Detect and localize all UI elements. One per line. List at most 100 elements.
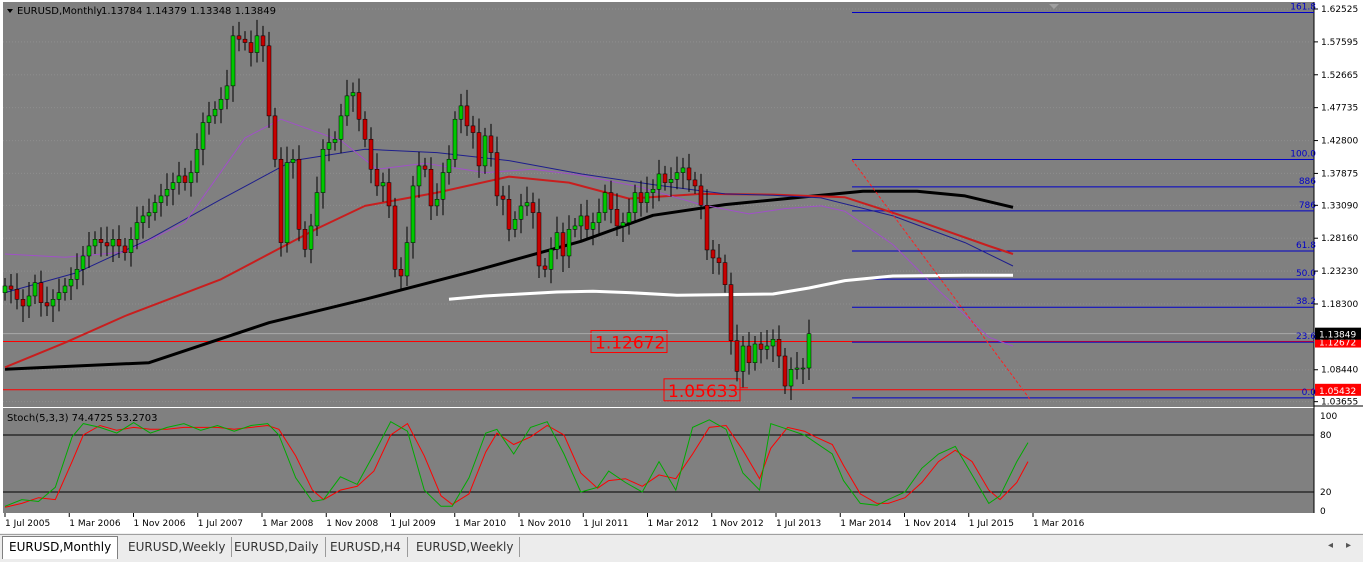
time-tick-label: 1 Nov 2006 xyxy=(134,519,186,529)
price-tick-label: 1.28160 xyxy=(1321,234,1358,244)
candle-body xyxy=(134,222,140,240)
candle-body xyxy=(548,249,554,270)
candle-body xyxy=(464,105,470,127)
candle-body xyxy=(50,299,56,307)
candle-body xyxy=(260,35,266,47)
candle-body xyxy=(404,242,410,277)
level-axis-tag-text: 1.12672 xyxy=(1319,339,1356,349)
horizontal-levels: 1.12672 1.12672 1.05633 1.05432 1.13849 xyxy=(3,327,1361,402)
candle-body xyxy=(242,38,248,43)
candle-body xyxy=(278,158,284,243)
candle-body xyxy=(536,212,542,267)
candle-body xyxy=(290,158,296,163)
candle-body xyxy=(656,173,662,190)
candle-body xyxy=(410,185,416,243)
candle-body xyxy=(608,192,614,210)
tab-eurusd-weekly[interactable]: EURUSD,Weekly xyxy=(122,537,233,557)
time-tick-label: 1 Jul 2015 xyxy=(969,519,1014,529)
candle-body xyxy=(686,167,692,181)
candle-body xyxy=(566,229,572,257)
chart-ohlc-values: 1.13784 1.14379 1.13348 1.13849 xyxy=(101,6,276,17)
candle-body xyxy=(308,225,314,250)
candle-body xyxy=(326,142,332,150)
tabs-scroll-right-icon[interactable]: ▸ xyxy=(1346,540,1352,551)
fib-level-label: 886 xyxy=(1299,177,1316,187)
fib-level-label: 161.8 xyxy=(1290,3,1316,13)
price-tick-label: 1.33090 xyxy=(1321,201,1358,211)
stochastic-oscillator xyxy=(3,419,1314,508)
candle-body xyxy=(26,295,32,307)
chart-window[interactable]: 1.12672 1.12672 1.05633 1.05432 1.13849 161.… xyxy=(0,0,1363,533)
candle-body xyxy=(32,282,38,297)
chart-menu-triangle-icon[interactable] xyxy=(7,9,13,13)
candle-body xyxy=(794,367,800,370)
fibonacci-retracement[interactable]: 161.8 100.0 886 786 61.8 50.0 38.2 23.6 0.0 xyxy=(852,3,1317,399)
indicator-axis xyxy=(1314,408,1363,513)
candle-body xyxy=(110,239,116,247)
candle-body xyxy=(488,135,494,153)
candle-body xyxy=(194,148,200,173)
candle-body xyxy=(86,245,92,257)
candle-body xyxy=(392,205,398,270)
candle-body xyxy=(296,158,302,230)
stochastic-tick-label: 0 xyxy=(1320,507,1326,517)
candle-body xyxy=(128,239,134,253)
time-axis-labels: 1 Jul 2005 1 Mar 2006 1 Nov 2006 1 Jul 2007… xyxy=(4,513,1085,529)
candle-body xyxy=(248,42,254,53)
price-tick-label: 1.62525 xyxy=(1321,5,1358,15)
price-tick-label: 1.47735 xyxy=(1321,104,1358,114)
price-tick-label: 1.57595 xyxy=(1321,38,1358,48)
tab-eurusd-weekly-2[interactable]: EURUSD,Weekly xyxy=(410,537,521,557)
candle-body xyxy=(590,222,596,230)
candle-body xyxy=(380,182,386,187)
stochastic-main-line xyxy=(4,419,1029,507)
candle-body xyxy=(698,185,704,206)
price-axis-labels: 1.62525 1.57595 1.52665 1.47735 1.42800 1.378… xyxy=(1314,5,1358,408)
stochastic-tick-label: 20 xyxy=(1320,488,1332,498)
level-axis-tag xyxy=(1315,383,1361,396)
candle-body xyxy=(452,118,458,160)
candle-body xyxy=(362,118,368,140)
candle-body xyxy=(62,285,68,293)
time-tick-label: 1 Nov 2010 xyxy=(519,519,571,529)
candle-body xyxy=(626,212,632,223)
tab-eurusd-h4[interactable]: EURUSD,H4 xyxy=(324,537,408,557)
chart-canvas[interactable]: 1.12672 1.12672 1.05633 1.05432 1.13849 161.… xyxy=(0,0,1363,533)
candle-body xyxy=(8,285,14,290)
tabs-scroll-left-icon[interactable]: ◂ xyxy=(1328,540,1334,551)
candle-body xyxy=(332,138,338,143)
indicator-background xyxy=(3,408,1314,513)
candle-body xyxy=(806,333,812,369)
stochastic-tick-label: 100 xyxy=(1320,412,1337,422)
fib-level-label: 0.0 xyxy=(1302,388,1317,398)
chart-shift-marker-icon[interactable] xyxy=(1049,4,1059,9)
candle-body xyxy=(458,105,464,120)
moving-average-line xyxy=(4,175,1014,369)
candle-body xyxy=(338,115,344,140)
candle-body xyxy=(572,225,578,230)
candle-body xyxy=(680,167,686,173)
candle-body xyxy=(782,355,788,387)
candle-body xyxy=(602,192,608,213)
candle-body xyxy=(356,92,362,120)
level-label: 1.05633 xyxy=(668,382,738,402)
candle-body xyxy=(668,179,674,183)
time-tick-label: 1 Mar 2008 xyxy=(262,519,314,529)
candle-body xyxy=(314,192,320,227)
candle-body xyxy=(272,115,278,160)
candle-body xyxy=(122,245,128,253)
candle-body xyxy=(578,215,584,227)
candle-body xyxy=(770,339,776,347)
candle-body xyxy=(98,239,104,243)
time-tick-label: 1 Jul 2009 xyxy=(391,519,436,529)
candle-body xyxy=(518,205,524,220)
current-price-tag-text: 1.13849 xyxy=(1319,331,1356,341)
candle-body xyxy=(92,239,98,247)
tab-eurusd-daily[interactable]: EURUSD,Daily xyxy=(228,537,326,557)
fib-level-label: 786 xyxy=(1299,201,1316,211)
level-label-box xyxy=(663,378,741,402)
chart-tab-bar: EURUSD,Monthly EURUSD,Weekly EURUSD,Dail… xyxy=(0,534,1363,562)
tab-eurusd-monthly[interactable]: EURUSD,Monthly xyxy=(2,536,119,559)
candle-body xyxy=(776,339,782,357)
candle-body xyxy=(284,162,290,243)
